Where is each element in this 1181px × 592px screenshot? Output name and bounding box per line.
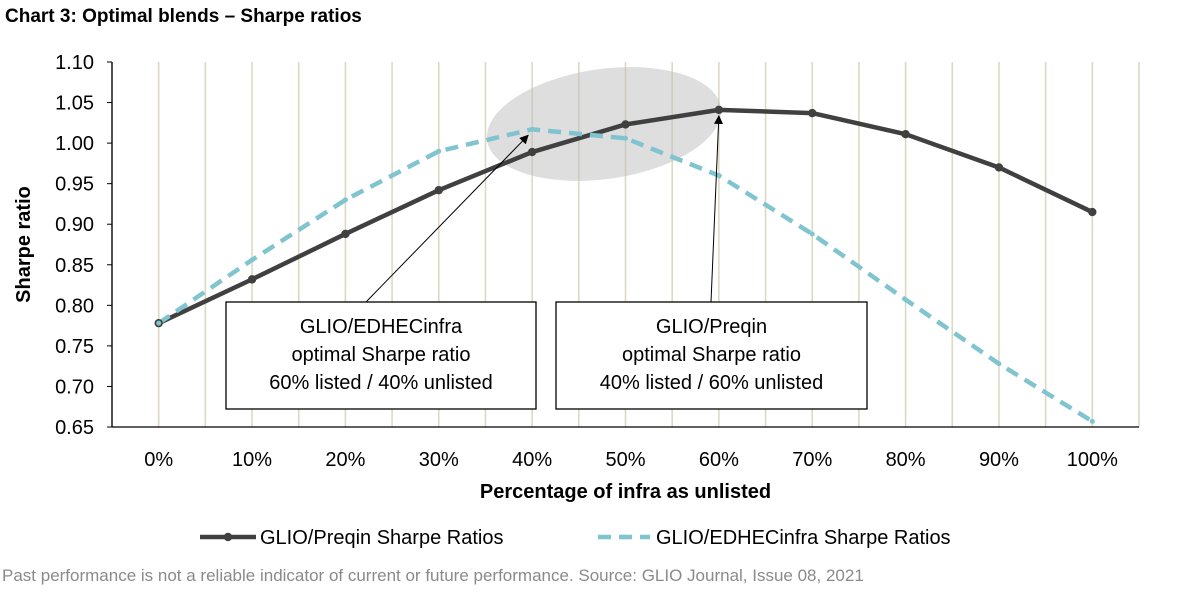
x-tick-label: 30% — [419, 449, 459, 471]
x-axis-title: Percentage of infra as unlisted — [480, 481, 771, 503]
x-tick-label: 80% — [886, 449, 926, 471]
series-point-preqin — [714, 105, 724, 115]
series-point-preqin — [341, 229, 350, 239]
series-point-edhecinfra — [716, 173, 722, 179]
y-tick-label: 1.05 — [55, 93, 94, 115]
x-tick-label: 20% — [325, 449, 365, 471]
y-tick-label: 0.85 — [55, 255, 94, 277]
legend-marker-preqin — [223, 532, 233, 542]
series-point-edhecinfra — [156, 320, 162, 326]
series-point-preqin — [1088, 207, 1097, 217]
annotation-box — [555, 301, 868, 410]
x-tick-label: 10% — [232, 449, 272, 471]
legend-label: GLIO/Preqin Sharpe Ratios — [260, 527, 503, 549]
series-point-edhecinfra — [809, 231, 815, 237]
legend-label: GLIO/EDHECinfra Sharpe Ratios — [656, 527, 951, 549]
footnote: Past performance is not a reliable indic… — [2, 566, 864, 585]
y-axis-title: Sharpe ratio — [13, 186, 35, 303]
y-tick-label: 1.00 — [55, 133, 94, 155]
highlight-ellipse — [486, 67, 722, 181]
x-tick-label: 70% — [792, 449, 832, 471]
series-point-edhecinfra — [623, 135, 628, 141]
series-point-preqin — [994, 163, 1004, 172]
x-tick-label: 90% — [979, 449, 1019, 471]
series-point-preqin — [247, 275, 257, 284]
annotation-text: GLIO/Preqin — [656, 316, 767, 338]
annotation-text: 40% listed / 60% unlisted — [600, 372, 823, 394]
chart-title: Chart 3: Optimal blends – Sharpe ratios — [5, 6, 362, 27]
series-point-preqin — [901, 129, 910, 139]
y-tick-label: 0.70 — [55, 376, 94, 398]
series-point-edhecinfra — [1089, 418, 1095, 424]
x-tick-label: 40% — [512, 449, 552, 471]
annotation-text: optimal Sharpe ratio — [292, 344, 471, 366]
annotation-arrow — [710, 114, 724, 303]
series-point-edhecinfra — [529, 126, 535, 132]
series-point-preqin — [434, 185, 443, 195]
y-tick-label: 0.80 — [55, 295, 94, 317]
x-tick-label: 100% — [1067, 449, 1118, 471]
series-point-edhecinfra — [996, 361, 1002, 367]
annotation-text: optimal Sharpe ratio — [622, 344, 801, 366]
y-tick-label: 1.10 — [55, 52, 94, 74]
series-point-edhecinfra — [342, 197, 348, 203]
x-tick-label: 60% — [699, 449, 739, 471]
annotation-text: GLIO/EDHECinfra — [300, 316, 463, 338]
annotation-text: 60% listed / 40% unlisted — [269, 372, 492, 394]
y-tick-label: 0.90 — [55, 214, 94, 236]
y-tick-label: 0.75 — [55, 336, 94, 358]
series-point-edhecinfra — [436, 148, 442, 154]
legend-marker-edhecinfra — [621, 534, 627, 540]
series-point-preqin — [621, 120, 630, 129]
series-point-edhecinfra — [249, 257, 255, 263]
x-tick-label: 0% — [144, 449, 173, 471]
annotation-arrow — [365, 134, 529, 303]
series-point-edhecinfra — [903, 297, 909, 303]
y-tick-label: 0.65 — [55, 417, 94, 439]
annotation-box — [225, 301, 537, 410]
series-point-preqin — [808, 108, 817, 118]
y-tick-label: 0.95 — [55, 174, 94, 196]
x-tick-label: 50% — [605, 449, 645, 471]
series-point-preqin — [527, 147, 537, 157]
